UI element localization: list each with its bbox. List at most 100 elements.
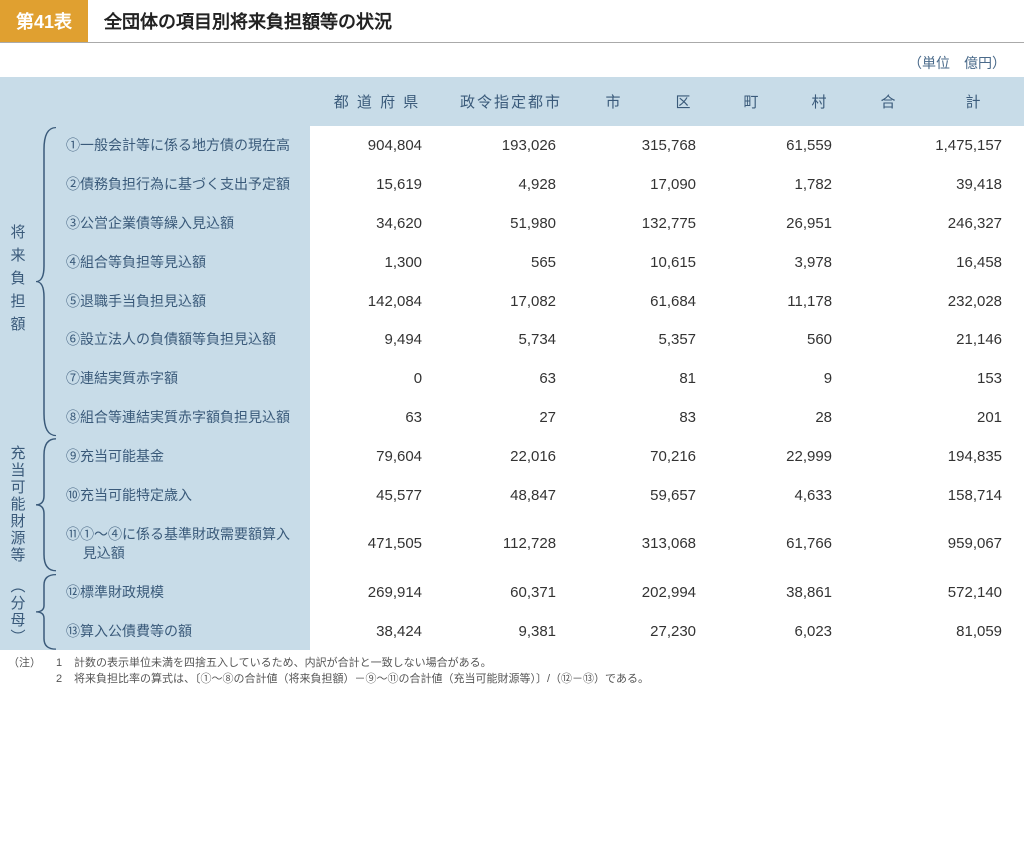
side-label-denom: （分母） bbox=[0, 573, 34, 651]
row-label: ⑥設立法人の負債額等負担見込額 bbox=[62, 320, 310, 359]
cell: 194,835 bbox=[854, 437, 1024, 476]
cell: 6,023 bbox=[718, 612, 854, 651]
cell: 232,028 bbox=[854, 282, 1024, 321]
cell: 17,082 bbox=[444, 282, 578, 321]
cell: 315,768 bbox=[578, 126, 718, 165]
cell: 10,615 bbox=[578, 243, 718, 282]
cell: 34,620 bbox=[310, 204, 444, 243]
cell: 1,300 bbox=[310, 243, 444, 282]
cell: 193,026 bbox=[444, 126, 578, 165]
cell: 83 bbox=[578, 398, 718, 437]
col-total-go: 合 bbox=[854, 77, 924, 126]
cell: 201 bbox=[854, 398, 1024, 437]
table-container: 都 道 府 県 政令指定都市 市 区 町 村 合 計 将来負担額 ①一般会計等に… bbox=[0, 77, 1024, 650]
title-bar: 第41表 全団体の項目別将来負担額等の状況 bbox=[0, 0, 1024, 43]
cell: 269,914 bbox=[310, 573, 444, 612]
cell: 39,418 bbox=[854, 165, 1024, 204]
col-town: 町 bbox=[718, 77, 786, 126]
cell: 9 bbox=[718, 359, 854, 398]
row-label: ⑬算入公債費等の額 bbox=[62, 612, 310, 651]
table-row: ⑧組合等連結実質赤字額負担見込額 63 27 83 28 201 bbox=[0, 398, 1024, 437]
row-label: ⑨充当可能基金 bbox=[62, 437, 310, 476]
table-row: ⑬算入公債費等の額 38,424 9,381 27,230 6,023 81,0… bbox=[0, 612, 1024, 651]
cell: 51,980 bbox=[444, 204, 578, 243]
cell: 0 bbox=[310, 359, 444, 398]
cell: 5,357 bbox=[578, 320, 718, 359]
cell: 27,230 bbox=[578, 612, 718, 651]
cell: 9,381 bbox=[444, 612, 578, 651]
brace-sources bbox=[34, 437, 62, 573]
cell: 560 bbox=[718, 320, 854, 359]
data-table: 都 道 府 県 政令指定都市 市 区 町 村 合 計 将来負担額 ①一般会計等に… bbox=[0, 77, 1024, 650]
row-label: ④組合等負担等見込額 bbox=[62, 243, 310, 282]
table-row: ④組合等負担等見込額 1,300 565 10,615 3,978 16,458 bbox=[0, 243, 1024, 282]
table-row: 将来負担額 ①一般会計等に係る地方債の現在高 904,804 193,026 3… bbox=[0, 126, 1024, 165]
col-city: 市 bbox=[578, 77, 650, 126]
cell: 565 bbox=[444, 243, 578, 282]
table-row: ②債務負担行為に基づく支出予定額 15,619 4,928 17,090 1,7… bbox=[0, 165, 1024, 204]
table-row: ⑤退職手当負担見込額 142,084 17,082 61,684 11,178 … bbox=[0, 282, 1024, 321]
cell: 21,146 bbox=[854, 320, 1024, 359]
table-row: （分母） ⑫標準財政規模 269,914 60,371 202,994 38,8… bbox=[0, 573, 1024, 612]
cell: 61,766 bbox=[718, 515, 854, 573]
row-label: ⑫標準財政規模 bbox=[62, 573, 310, 612]
cell: 959,067 bbox=[854, 515, 1024, 573]
cell: 45,577 bbox=[310, 476, 444, 515]
row-label: ①一般会計等に係る地方債の現在高 bbox=[62, 126, 310, 165]
note-number: 2 bbox=[56, 672, 74, 687]
cell: 3,978 bbox=[718, 243, 854, 282]
brace-denom bbox=[34, 573, 62, 651]
cell: 38,861 bbox=[718, 573, 854, 612]
header-row: 都 道 府 県 政令指定都市 市 区 町 村 合 計 bbox=[0, 77, 1024, 126]
note-text: 将来負担比率の算式は、〔①～⑧の合計値（将来負担額）－⑨～⑪の合計値（充当可能財… bbox=[74, 672, 1016, 687]
footnotes: （注） 1 計数の表示単位未満を四捨五入しているため、内訳が合計と一致しない場合… bbox=[0, 650, 1024, 693]
col-designated-city: 政令指定都市 bbox=[444, 77, 578, 126]
cell: 28 bbox=[718, 398, 854, 437]
note-head: （注） bbox=[8, 656, 56, 671]
brace-future-burden bbox=[34, 126, 62, 437]
table-number-badge: 第41表 bbox=[0, 0, 88, 42]
cell: 9,494 bbox=[310, 320, 444, 359]
cell: 112,728 bbox=[444, 515, 578, 573]
cell: 5,734 bbox=[444, 320, 578, 359]
cell: 1,475,157 bbox=[854, 126, 1024, 165]
cell: 27 bbox=[444, 398, 578, 437]
col-village: 村 bbox=[786, 77, 854, 126]
cell: 61,559 bbox=[718, 126, 854, 165]
row-label: ⑧組合等連結実質赤字額負担見込額 bbox=[62, 398, 310, 437]
cell: 1,782 bbox=[718, 165, 854, 204]
table-row: ③公営企業債等繰入見込額 34,620 51,980 132,775 26,95… bbox=[0, 204, 1024, 243]
cell: 904,804 bbox=[310, 126, 444, 165]
table-row: ⑥設立法人の負債額等負担見込額 9,494 5,734 5,357 560 21… bbox=[0, 320, 1024, 359]
table-row: 充当可能財源等 ⑨充当可能基金 79,604 22,016 70,216 22,… bbox=[0, 437, 1024, 476]
cell: 60,371 bbox=[444, 573, 578, 612]
cell: 63 bbox=[444, 359, 578, 398]
cell: 22,016 bbox=[444, 437, 578, 476]
row-label: ⑪①～④に係る基準財政需要額算入見込額 bbox=[62, 515, 310, 573]
cell: 15,619 bbox=[310, 165, 444, 204]
cell: 70,216 bbox=[578, 437, 718, 476]
cell: 153 bbox=[854, 359, 1024, 398]
note-number: 1 bbox=[56, 656, 74, 671]
row-label: ⑤退職手当負担見込額 bbox=[62, 282, 310, 321]
table-title: 全団体の項目別将来負担額等の状況 bbox=[88, 0, 1024, 42]
unit-label: （単位 億円） bbox=[0, 49, 1024, 77]
header-blank bbox=[0, 77, 310, 126]
cell: 26,951 bbox=[718, 204, 854, 243]
row-label: ②債務負担行為に基づく支出予定額 bbox=[62, 165, 310, 204]
cell: 16,458 bbox=[854, 243, 1024, 282]
table-row: ⑪①～④に係る基準財政需要額算入見込額 471,505 112,728 313,… bbox=[0, 515, 1024, 573]
row-label: ⑦連結実質赤字額 bbox=[62, 359, 310, 398]
cell: 132,775 bbox=[578, 204, 718, 243]
cell: 158,714 bbox=[854, 476, 1024, 515]
row-label: ③公営企業債等繰入見込額 bbox=[62, 204, 310, 243]
cell: 313,068 bbox=[578, 515, 718, 573]
cell: 572,140 bbox=[854, 573, 1024, 612]
note-head-empty bbox=[8, 672, 56, 687]
cell: 4,928 bbox=[444, 165, 578, 204]
cell: 246,327 bbox=[854, 204, 1024, 243]
cell: 79,604 bbox=[310, 437, 444, 476]
cell: 81,059 bbox=[854, 612, 1024, 651]
cell: 142,084 bbox=[310, 282, 444, 321]
cell: 11,178 bbox=[718, 282, 854, 321]
